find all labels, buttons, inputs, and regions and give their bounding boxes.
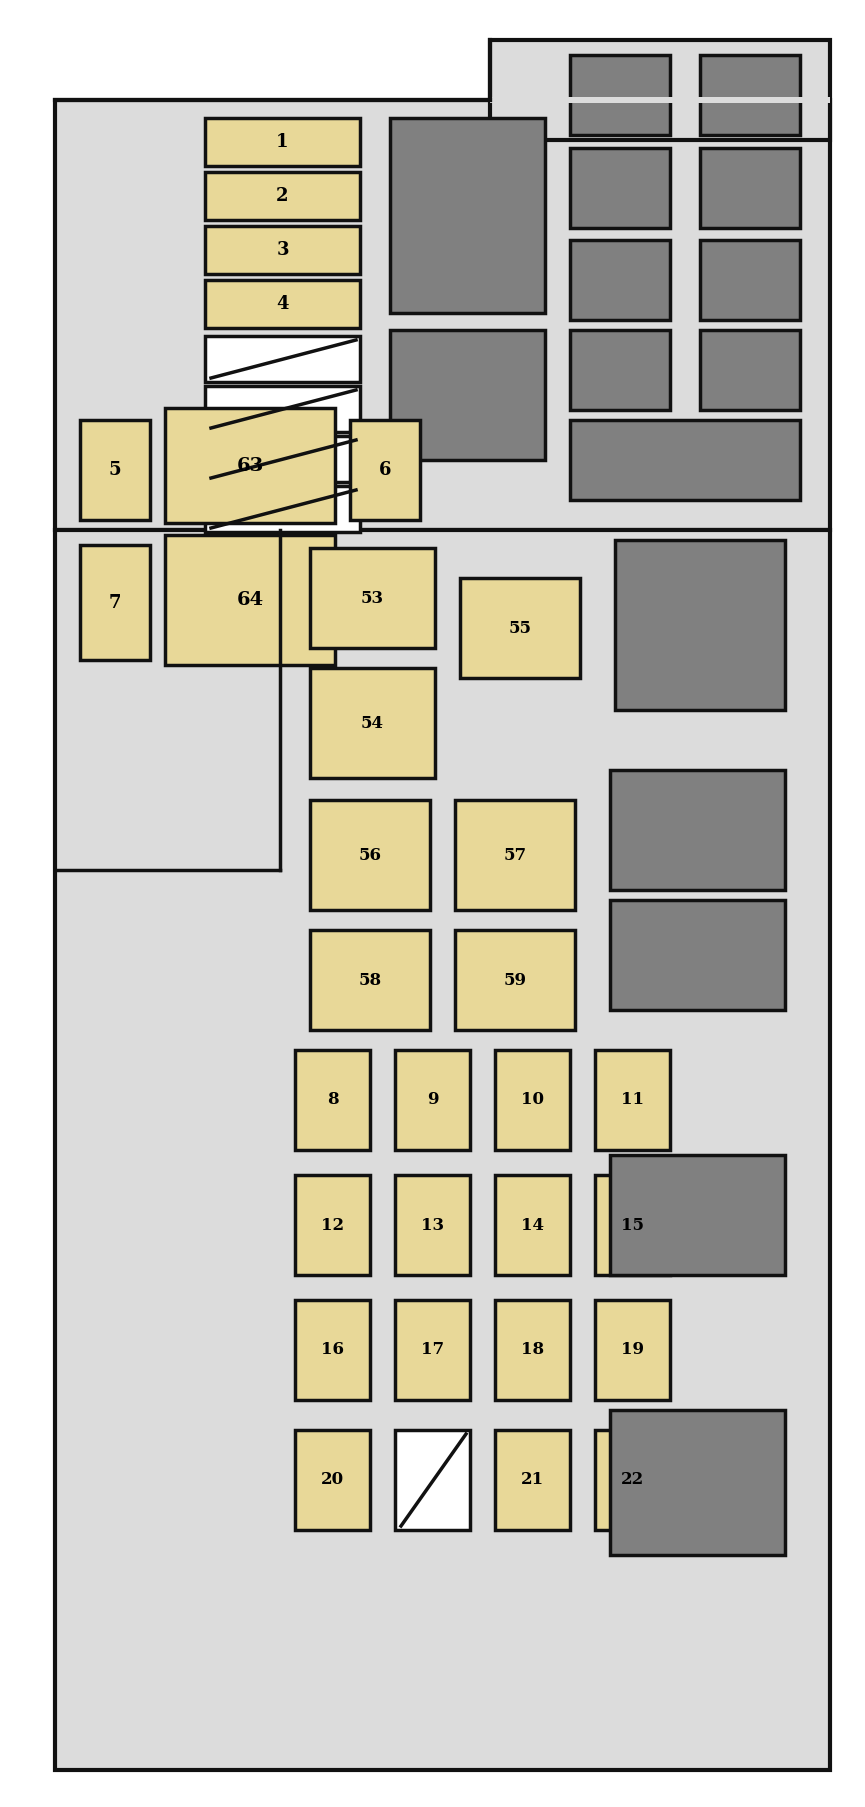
Bar [295,1299,370,1400]
Text: 21: 21 [521,1471,544,1489]
Text: 5: 5 [109,461,121,479]
Bar [610,770,785,891]
Bar [700,54,800,136]
Bar [700,331,800,410]
Bar [570,240,670,320]
Bar [55,529,830,1771]
Text: 58: 58 [358,972,381,988]
Bar [205,226,360,275]
Text: 7: 7 [109,593,121,611]
Text: 4: 4 [276,295,289,313]
Bar [390,117,545,313]
Text: 12: 12 [321,1216,344,1234]
Text: 59: 59 [503,972,527,988]
Text: 22: 22 [621,1471,644,1489]
Bar [80,546,150,660]
Bar [615,540,785,710]
Text: 10: 10 [521,1091,544,1108]
Text: 13: 13 [421,1216,444,1234]
Text: 15: 15 [621,1216,644,1234]
Text: 2: 2 [276,186,289,204]
Text: 17: 17 [421,1341,444,1359]
Bar [455,801,575,911]
Bar [495,1050,570,1149]
Bar [610,900,785,1010]
Bar [395,1299,470,1400]
Bar [295,1429,370,1531]
Bar [310,669,435,779]
Text: 57: 57 [503,846,527,864]
Bar [310,801,430,911]
Bar [205,336,360,381]
Text: 16: 16 [321,1341,344,1359]
Bar [350,419,420,520]
Text: 20: 20 [321,1471,344,1489]
Text: 9: 9 [426,1091,439,1108]
Bar [395,1050,470,1149]
Text: 11: 11 [621,1091,644,1108]
Bar [595,1299,670,1400]
Bar [570,54,670,136]
Bar [595,1050,670,1149]
Text: 18: 18 [521,1341,544,1359]
Text: 54: 54 [361,714,384,732]
Text: 1: 1 [276,134,289,152]
Text: 55: 55 [509,620,531,636]
Text: 63: 63 [236,457,264,475]
Bar [495,1429,570,1531]
Bar [295,1175,370,1276]
Text: 64: 64 [236,591,264,609]
Bar [495,1299,570,1400]
Bar [570,419,800,501]
Bar [55,99,830,529]
Bar [610,1155,785,1276]
Bar [595,1429,670,1531]
Bar [610,1409,785,1556]
Bar [395,1429,470,1531]
Bar [165,408,335,522]
Bar [455,931,575,1030]
Bar [460,578,580,678]
Text: 56: 56 [358,846,381,864]
Bar [700,240,800,320]
Bar [490,98,830,103]
Text: 8: 8 [327,1091,338,1108]
Bar [205,486,360,531]
Bar [310,548,435,649]
Bar [310,931,430,1030]
Bar [205,117,360,166]
Bar [595,1175,670,1276]
Bar [165,535,335,665]
Text: 53: 53 [361,589,384,607]
Bar [490,40,830,139]
Bar [390,331,545,461]
Bar [80,419,150,520]
Bar [205,435,360,482]
Bar [295,1050,370,1149]
Bar [570,331,670,410]
Text: 14: 14 [521,1216,544,1234]
Bar [570,148,670,228]
Bar [205,387,360,432]
Bar [700,148,800,228]
Bar [395,1175,470,1276]
Bar [495,1175,570,1276]
Text: 3: 3 [276,240,289,258]
Bar [205,172,360,220]
Text: 6: 6 [379,461,391,479]
Text: 19: 19 [621,1341,644,1359]
Bar [205,280,360,329]
